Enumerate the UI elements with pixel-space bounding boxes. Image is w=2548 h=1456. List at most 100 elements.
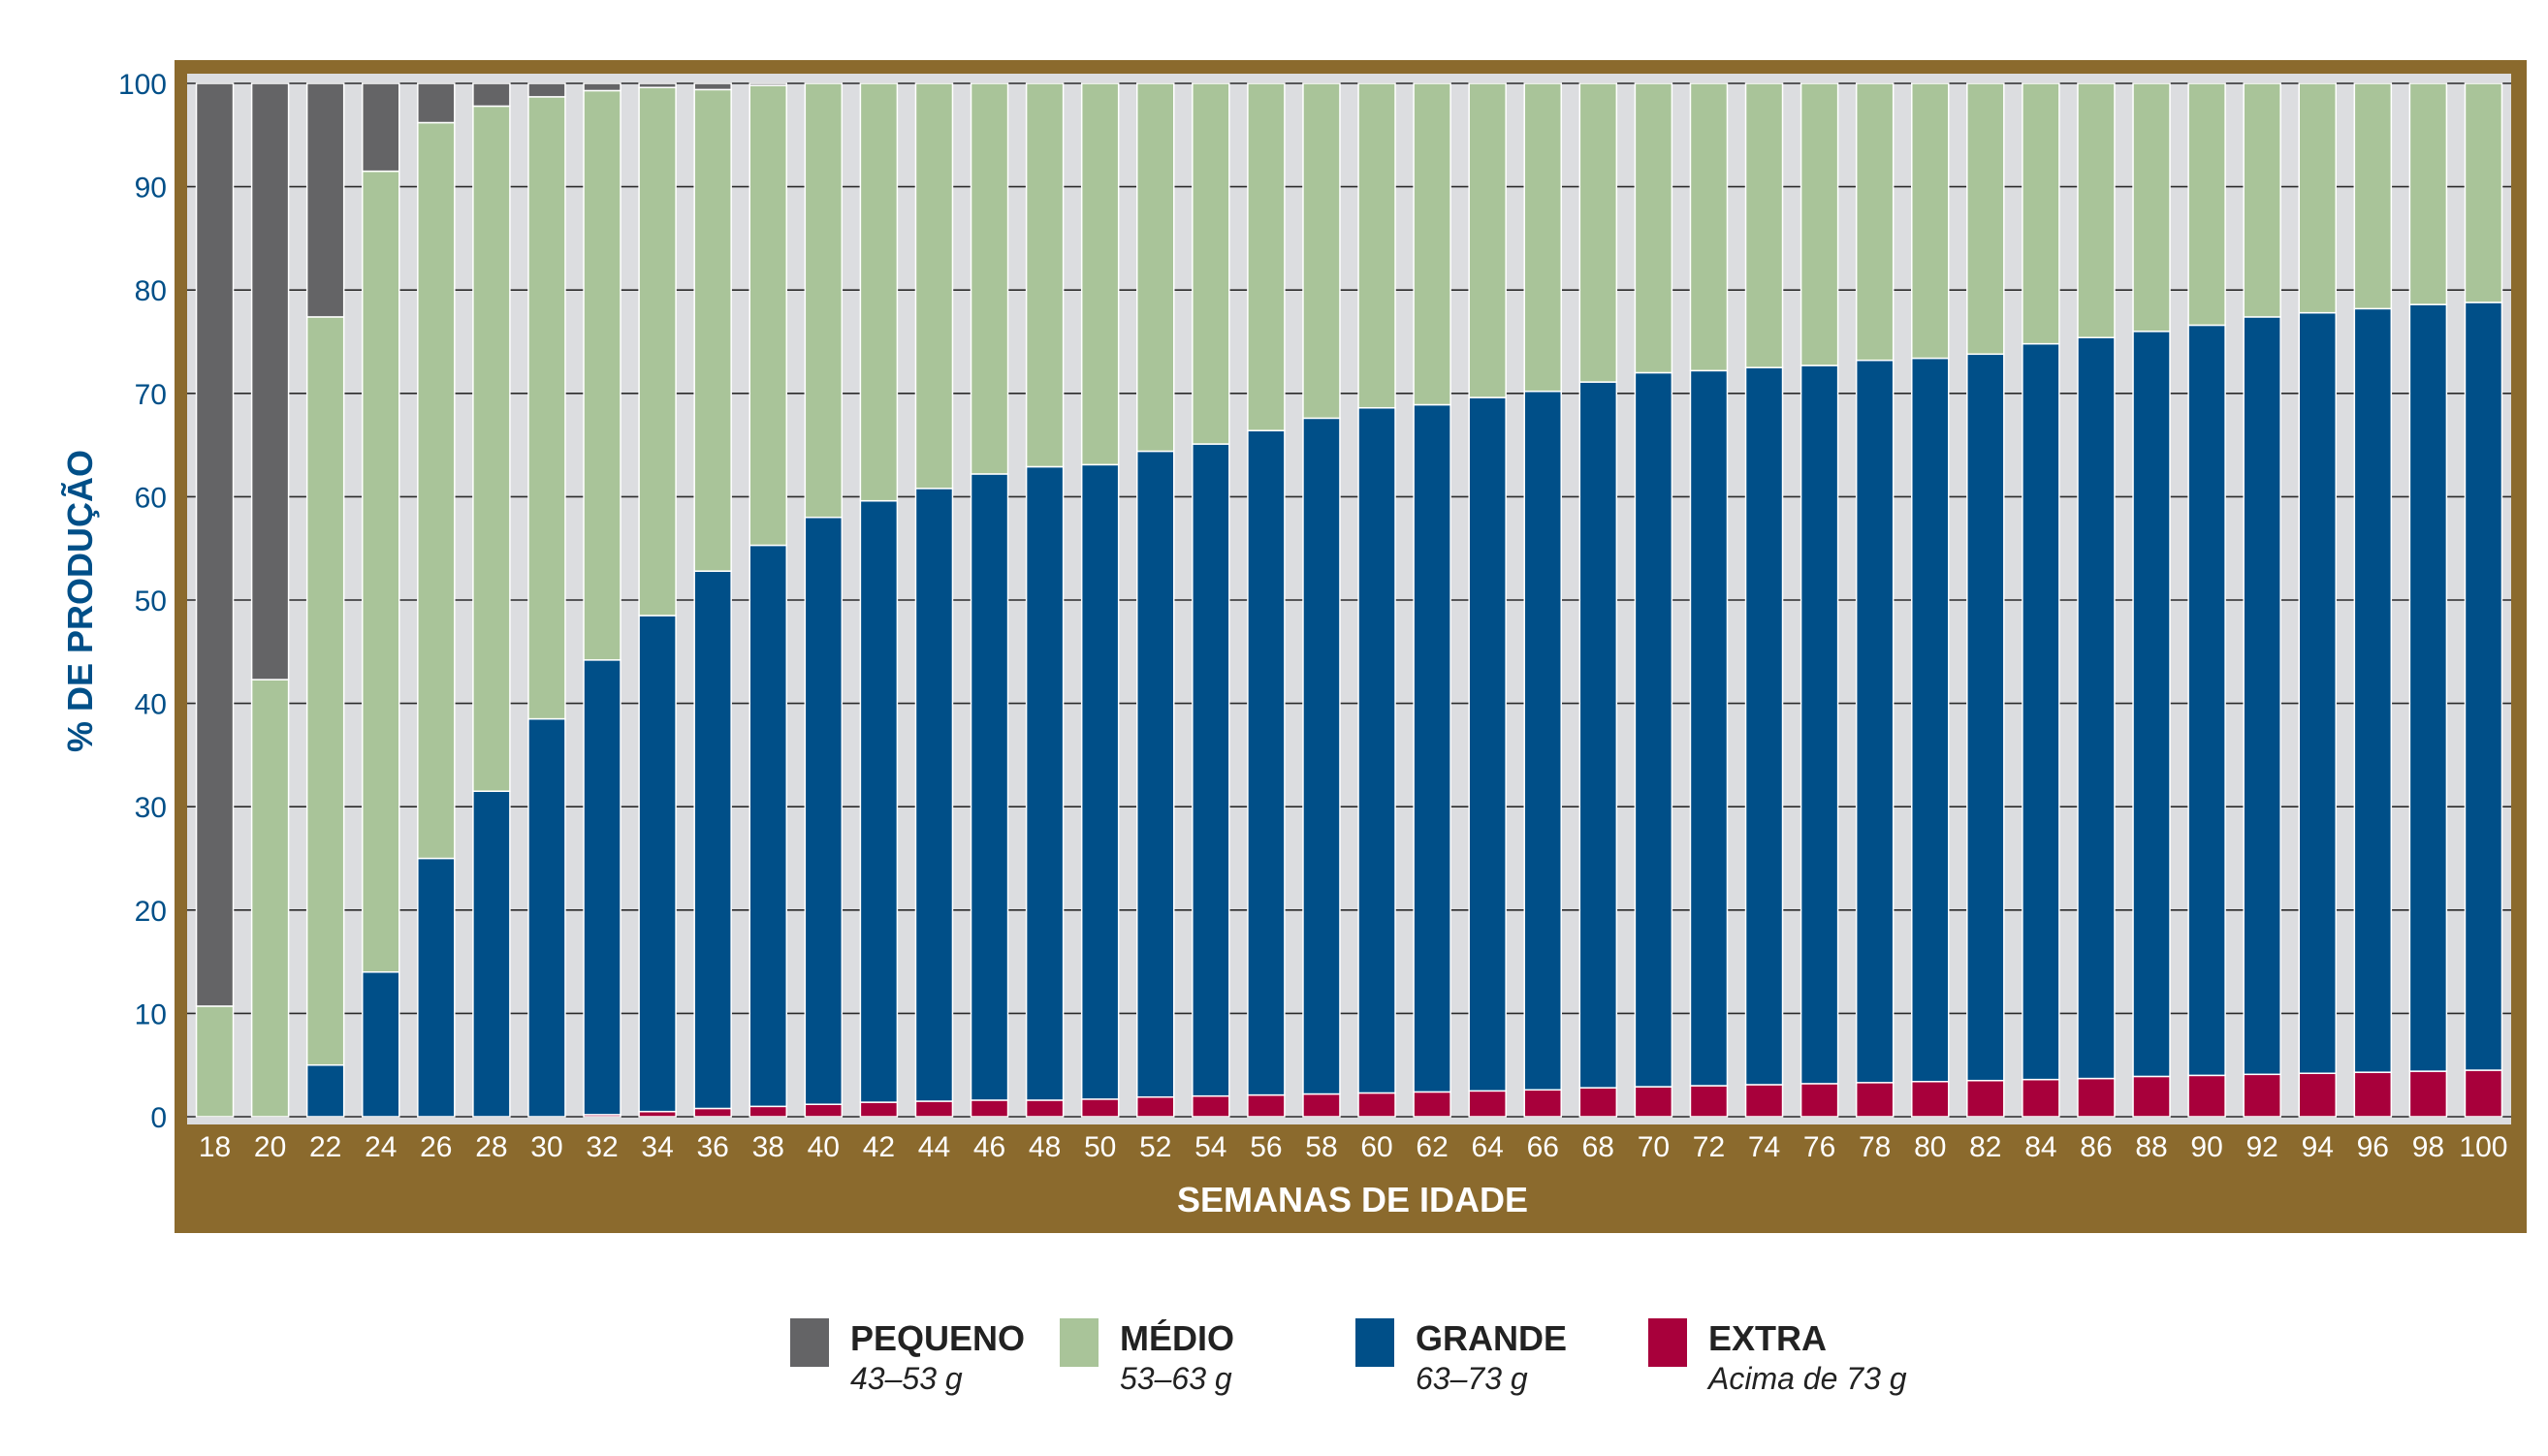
x-tick-label: 20 [254,1131,286,1163]
y-tick-label: 0 [150,1102,167,1134]
bar-segment-pequeno [472,82,511,108]
bar-segment-extra [1800,1083,1839,1118]
x-tick-labels: 18 20 22 24 26 28 30 32 34 36 38 40 42 44 46 48 50 52 54 56… [199,1131,2508,1163]
bar-segment-extra [1966,1079,2005,1118]
bar-segment-extra [693,1107,732,1118]
x-tick-label: 70 [1638,1131,1670,1163]
bar-segment-grande [2077,336,2116,1080]
bar-segment-grande [1634,371,1673,1088]
bar-segment-medio [527,96,566,720]
bar-segment-medio [2187,82,2226,327]
bar-segment-medio [1247,82,1286,431]
y-tick-label: 60 [135,482,167,514]
bar-segment-medio [1689,82,1729,372]
bar-segment-medio [804,82,844,519]
bar-segment-extra [2353,1071,2393,1118]
legend-item-extra: EXTRA Acima de 73 g [1648,1318,1907,1398]
x-tick-label: 92 [2245,1131,2277,1163]
bar-segment-medio [1911,82,1950,360]
x-tick-label: 50 [1084,1131,1116,1163]
bar-segment-grande [804,516,844,1105]
legend-swatch-medio [1060,1318,1099,1367]
x-tick-label: 40 [808,1131,840,1163]
bar-segment-medio [1634,82,1673,374]
bar-segment-grande [417,857,456,1118]
x-tick-label: 36 [696,1131,728,1163]
bar-segment-medio [583,89,621,661]
x-tick-label: 18 [199,1131,231,1163]
bar-segment-grande [305,1063,345,1118]
bar-segment-pequeno [305,82,345,318]
bar-segment-extra [1247,1093,1286,1118]
x-tick-label: 34 [641,1131,673,1163]
x-tick-label: 74 [1748,1131,1780,1163]
legend-range-extra: Acima de 73 g [1708,1361,1907,1396]
bar-segment-grande [693,570,732,1110]
x-tick-label: 94 [2302,1131,2334,1163]
bar-segment-extra [1744,1084,1784,1118]
y-tick-label: 50 [135,586,167,617]
x-tick-label: 76 [1803,1131,1835,1163]
bar-segment-grande [2298,311,2337,1074]
bar-segment-extra [1136,1095,1175,1118]
bar-segment-medio [1578,82,1618,383]
x-tick-label: 68 [1582,1131,1614,1163]
bar-segment-pequeno [583,82,621,92]
bar-segment-pequeno [195,82,235,1007]
legend-item-grande: GRANDE 63–73 g [1355,1318,1567,1398]
y-tick-label: 20 [135,896,167,928]
x-tick-label: 42 [863,1131,895,1163]
bar-segment-grande [1744,366,1784,1086]
bar-segment-extra [1634,1086,1673,1118]
legend-swatch-extra [1648,1318,1687,1367]
x-tick-label: 60 [1360,1131,1392,1163]
legend-swatch-grande [1355,1318,1394,1367]
bar-segment-grande [1302,417,1341,1095]
x-tick-label: 98 [2412,1131,2444,1163]
bar-segment-grande [2022,342,2060,1081]
bar-segment-medio [1855,82,1895,362]
bar-segment-grande [970,473,1009,1101]
bar-segment-extra [1578,1087,1618,1118]
bar-segment-grande [1247,429,1286,1096]
y-axis-label: % DE PRODUÇÃO [59,450,100,752]
bar-segment-grande [1578,381,1618,1089]
bar-segment-extra [748,1105,787,1118]
bar-segment-medio [1468,82,1507,398]
bar-segment-extra [638,1110,677,1118]
bar-segment-medio [859,82,899,502]
x-tick-label: 88 [2135,1131,2167,1163]
bar-segment-extra [2132,1075,2171,1118]
bar-segment-medio [748,84,787,547]
bar-segment-pequeno [527,82,566,98]
bar-segment-grande [1800,364,1839,1085]
bar-segment-grande [1357,406,1396,1094]
bar-segment-extra [2022,1078,2060,1118]
bar-segment-grande [1523,390,1562,1092]
bar-segment-extra [1302,1092,1341,1118]
x-tick-label: 22 [309,1131,341,1163]
x-tick-label: 28 [475,1131,507,1163]
bars [195,82,2503,1118]
bar-segment-extra [2243,1073,2281,1118]
bar-segment-medio [2353,82,2393,310]
bar-segment-pequeno [693,82,732,91]
bar-segment-grande [1025,465,1065,1101]
bar-segment-grande [2243,316,2281,1076]
x-tick-label: 24 [365,1131,397,1163]
y-tick-label: 30 [135,792,167,824]
legend-range-grande: 63–73 g [1416,1361,1528,1396]
bar-segment-grande [2464,301,2503,1071]
x-tick-label: 84 [2024,1131,2056,1163]
bar-segment-medio [1523,82,1562,393]
y-tick-label: 40 [135,689,167,721]
bar-segment-medio [2077,82,2116,338]
plot-area [187,74,2511,1124]
x-tick-label: 90 [2190,1131,2222,1163]
bar-segment-grande [1911,357,1950,1083]
bar-segment-medio [472,105,511,792]
x-tick-label: 48 [1029,1131,1061,1163]
bar-segment-grande [1192,443,1230,1097]
bar-segment-grande [583,659,621,1116]
bar-segment-grande [1966,353,2005,1082]
